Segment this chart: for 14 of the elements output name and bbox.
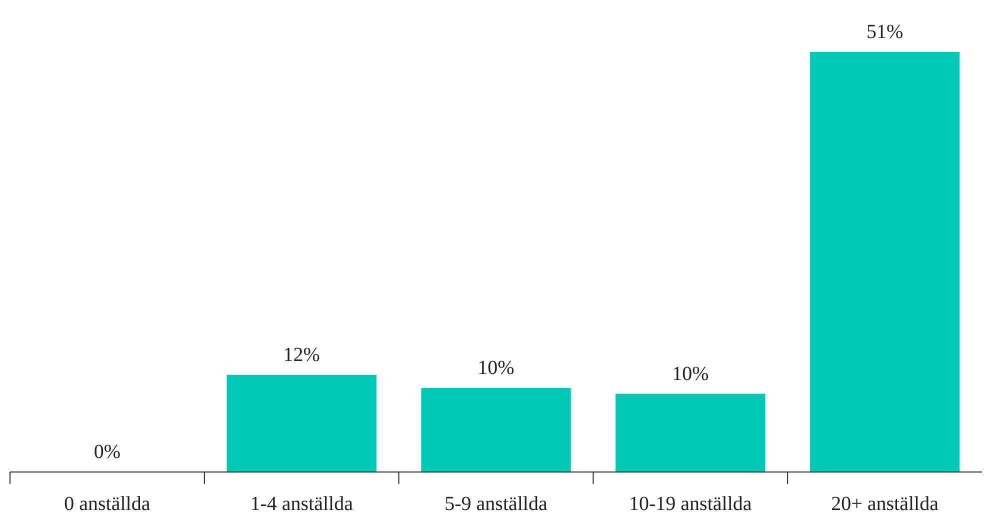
bar bbox=[810, 52, 960, 472]
data-label: 51% bbox=[866, 21, 904, 43]
x-tick-label: 20+ anställda bbox=[831, 493, 939, 515]
x-tick-label: 10-19 anställda bbox=[629, 493, 752, 515]
data-label: 0% bbox=[94, 441, 121, 463]
data-label: 12% bbox=[283, 344, 320, 366]
bar bbox=[226, 374, 376, 472]
x-tick-label: 0 anställda bbox=[64, 493, 150, 515]
x-tick-label: 5-9 anställda bbox=[444, 493, 548, 515]
bar bbox=[421, 388, 571, 472]
data-label: 10% bbox=[672, 362, 709, 385]
data-label: 10% bbox=[478, 357, 514, 379]
bar bbox=[616, 394, 766, 472]
x-tick-label: 1-4 anställda bbox=[250, 493, 354, 515]
